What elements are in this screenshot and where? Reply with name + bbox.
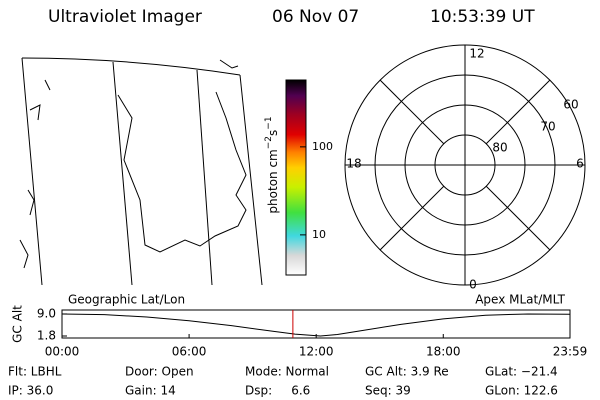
meridian bbox=[379, 79, 445, 145]
meridian bbox=[196, 69, 213, 286]
y-tick-label: 1.8 bbox=[37, 329, 56, 343]
lat-label: 70 bbox=[540, 120, 555, 134]
status-field: Door: Open bbox=[125, 365, 194, 379]
meridian bbox=[485, 79, 551, 145]
meridian bbox=[485, 185, 551, 251]
orbit-left-title: Geographic Lat/Lon bbox=[68, 293, 185, 307]
x-tick-label: 12:00 bbox=[299, 345, 334, 359]
mlt-label: 0 bbox=[469, 278, 477, 292]
orbit-right-title: Apex MLat/MLT bbox=[475, 293, 565, 307]
title: Ultraviolet Imager bbox=[48, 7, 202, 27]
x-tick-label: 23:59 bbox=[553, 345, 588, 359]
y-tick-label: 9.0 bbox=[37, 306, 56, 320]
status-field: IP: 36.0 bbox=[8, 384, 53, 398]
status-field: Gain: 14 bbox=[125, 384, 176, 398]
colorbar bbox=[285, 79, 307, 276]
map bbox=[19, 57, 263, 286]
lat-label: 80 bbox=[492, 141, 507, 155]
meridian bbox=[379, 185, 445, 251]
label-part: s bbox=[266, 130, 280, 136]
lat-label: 60 bbox=[563, 98, 578, 112]
colorbar-label: photon cm−2s−1 bbox=[264, 116, 280, 213]
orbit-frame bbox=[61, 309, 571, 339]
meridian bbox=[112, 61, 133, 286]
time: 10:53:39 UT bbox=[430, 7, 535, 27]
x-tick-label: 00:00 bbox=[45, 345, 80, 359]
coastline bbox=[19, 59, 239, 269]
colorbar-tick-label: 100 bbox=[312, 140, 333, 153]
date: 06 Nov 07 bbox=[272, 7, 359, 27]
status-field: Mode: Normal bbox=[245, 365, 329, 379]
status-field: Seq: 39 bbox=[365, 384, 411, 398]
map-edge bbox=[239, 74, 263, 286]
map-edge bbox=[21, 57, 43, 286]
map-edge bbox=[21, 57, 241, 76]
status-field: Flt: LBHL bbox=[8, 365, 62, 379]
x-tick-label: 06:00 bbox=[172, 345, 207, 359]
label-part: −2 bbox=[264, 136, 274, 149]
mlt-label: 6 bbox=[576, 157, 584, 171]
mlt-label: 18 bbox=[346, 157, 361, 171]
x-tick-label: 18:00 bbox=[426, 345, 461, 359]
colorbar-tick-label: 10 bbox=[312, 228, 326, 241]
status-field: GC Alt: 3.9 Re bbox=[365, 365, 449, 379]
label-part: −1 bbox=[264, 116, 274, 129]
altitude-line bbox=[61, 313, 570, 337]
status-field: GLon: 122.6 bbox=[485, 384, 558, 398]
mlt-label: 12 bbox=[469, 47, 484, 61]
status-field: GLat: −21.4 bbox=[485, 365, 558, 379]
status-field: Dsp: 6.6 bbox=[245, 384, 310, 398]
orbit-ylabel: GC Alt bbox=[11, 305, 25, 343]
label-part: photon cm bbox=[266, 149, 280, 213]
coastline bbox=[117, 91, 247, 253]
